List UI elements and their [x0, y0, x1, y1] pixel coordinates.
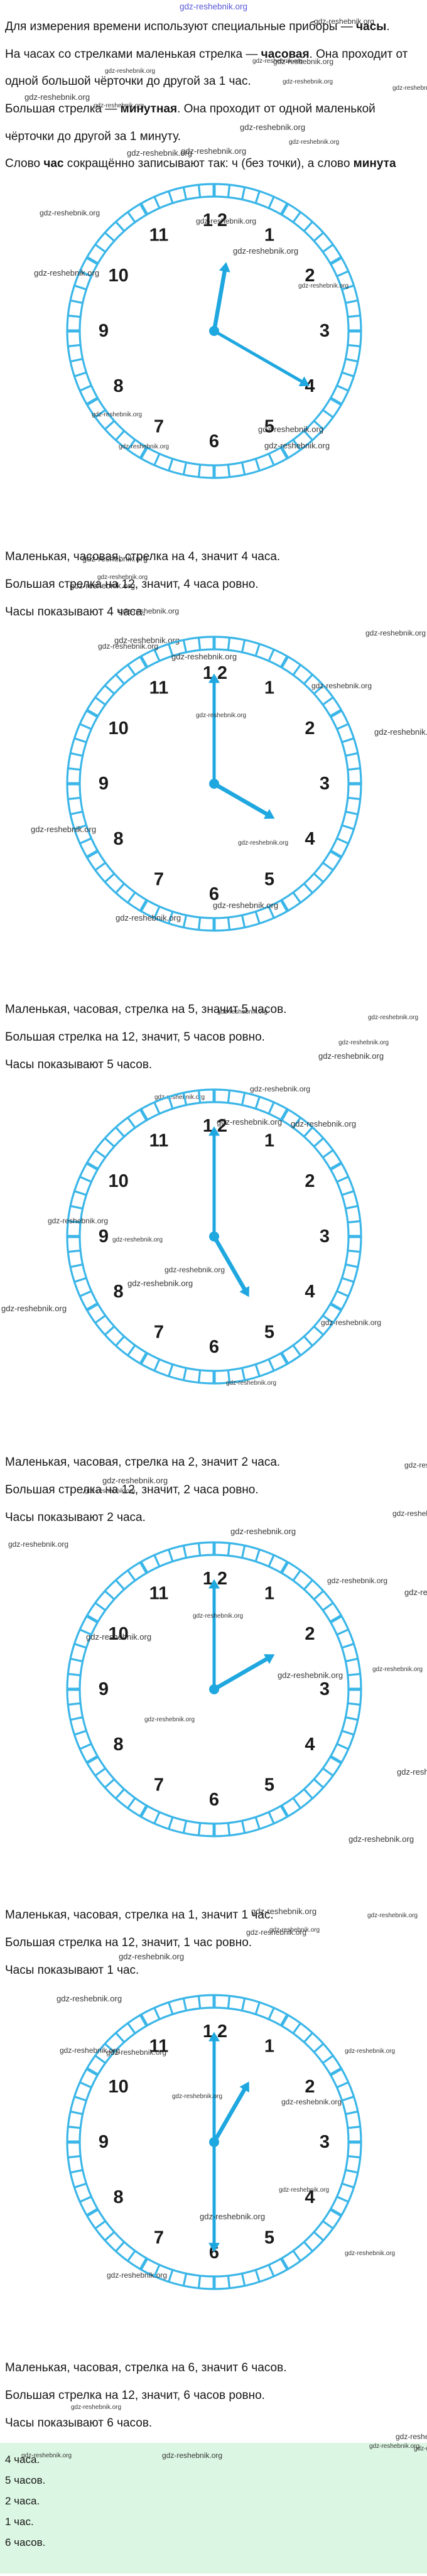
- svg-text:1: 1: [203, 210, 213, 230]
- svg-text:5: 5: [264, 1323, 274, 1343]
- svg-text:7: 7: [154, 1775, 164, 1795]
- svg-text:9: 9: [99, 1679, 109, 1699]
- svg-text:8: 8: [114, 376, 124, 396]
- svg-text:1: 1: [264, 678, 274, 698]
- svg-text:11: 11: [149, 678, 169, 698]
- svg-text:4: 4: [305, 1282, 315, 1302]
- svg-text:6: 6: [209, 884, 219, 904]
- svg-text:2: 2: [217, 210, 227, 230]
- svg-text:8: 8: [114, 1734, 124, 1755]
- svg-text:2: 2: [305, 1624, 315, 1644]
- svg-text:6: 6: [209, 1790, 219, 1810]
- svg-text:2: 2: [217, 2021, 227, 2042]
- svg-text:4: 4: [305, 2187, 315, 2207]
- svg-text:5: 5: [264, 1775, 274, 1795]
- svg-text:6: 6: [209, 431, 219, 452]
- svg-text:1: 1: [264, 1584, 274, 1604]
- svg-text:8: 8: [114, 829, 124, 849]
- svg-text:8: 8: [114, 1282, 124, 1302]
- svg-text:9: 9: [99, 321, 109, 341]
- svg-text:2: 2: [305, 2077, 315, 2097]
- svg-text:9: 9: [99, 774, 109, 794]
- svg-text:3: 3: [320, 1226, 330, 1247]
- svg-text:4: 4: [305, 829, 315, 849]
- svg-text:11: 11: [149, 1584, 169, 1604]
- svg-text:10: 10: [108, 266, 128, 286]
- svg-text:3: 3: [320, 321, 330, 341]
- svg-text:6: 6: [209, 1337, 219, 1357]
- svg-text:3: 3: [320, 774, 330, 794]
- svg-text:3: 3: [320, 1679, 330, 1699]
- svg-text:11: 11: [149, 1131, 169, 1151]
- svg-text:9: 9: [99, 2132, 109, 2152]
- svg-text:2: 2: [217, 663, 227, 683]
- svg-text:3: 3: [320, 2132, 330, 2152]
- svg-text:7: 7: [154, 870, 164, 890]
- svg-text:5: 5: [264, 2228, 274, 2248]
- svg-text:2: 2: [305, 718, 315, 739]
- svg-text:11: 11: [149, 2037, 169, 2057]
- svg-text:10: 10: [108, 1171, 128, 1191]
- svg-text:10: 10: [108, 1624, 128, 1644]
- svg-text:9: 9: [99, 1226, 109, 1247]
- svg-text:11: 11: [149, 225, 169, 246]
- svg-text:10: 10: [108, 2077, 128, 2097]
- svg-text:1: 1: [264, 2037, 274, 2057]
- svg-text:2: 2: [217, 1569, 227, 1589]
- svg-text:5: 5: [264, 417, 274, 437]
- svg-text:4: 4: [305, 376, 315, 396]
- svg-text:5: 5: [264, 870, 274, 890]
- svg-text:2: 2: [305, 1171, 315, 1191]
- svg-text:7: 7: [154, 2228, 164, 2248]
- svg-text:8: 8: [114, 2187, 124, 2207]
- svg-text:1: 1: [264, 1131, 274, 1151]
- svg-text:7: 7: [154, 417, 164, 437]
- svg-text:2: 2: [305, 266, 315, 286]
- svg-text:7: 7: [154, 1323, 164, 1343]
- svg-text:4: 4: [305, 1734, 315, 1755]
- svg-text:2: 2: [217, 1116, 227, 1136]
- svg-text:10: 10: [108, 718, 128, 739]
- svg-text:1: 1: [264, 225, 274, 246]
